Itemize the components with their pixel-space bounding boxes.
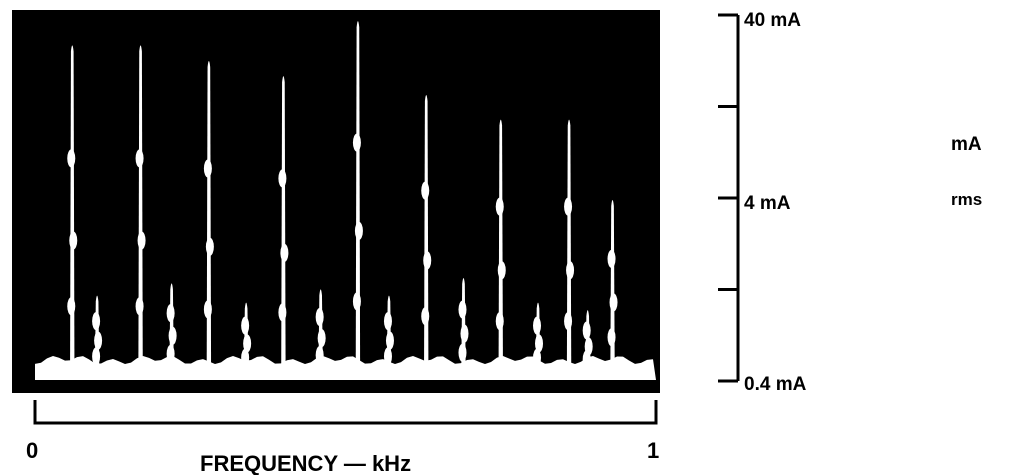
spectral-line [92,295,103,372]
x-tick-label-1: 1 [647,438,659,463]
y-axis-unit-rms: rms [951,190,982,209]
spectral-line [315,289,326,372]
noise-floor [35,355,656,380]
y-axis-unit-ma: mA [951,134,982,155]
plot-background [12,10,660,393]
spectral-line [241,302,252,372]
spectral-line [607,200,618,372]
spectral-line [564,119,575,373]
noise-floor-band [35,355,656,380]
spectral-line [67,45,78,373]
spectral-line [135,45,146,373]
spectral-line [203,60,214,373]
spectral-lines [67,21,618,373]
y-tick-label-4: 4 mA [744,193,791,214]
x-axis-bracket [33,400,658,425]
spectral-line [421,94,432,373]
y-tick-label-40: 40 mA [744,10,801,31]
y-axis-ticks [718,13,738,383]
spectral-line [278,76,289,372]
spectral-line [495,119,506,373]
spectral-line [352,21,363,373]
x-tick-label-0: 0 [26,438,38,463]
x-axis-title: FREQUENCY — kHz [200,451,411,475]
y-tick-label-0-4: 0.4 mA [744,374,807,395]
spectral-line [458,277,469,372]
